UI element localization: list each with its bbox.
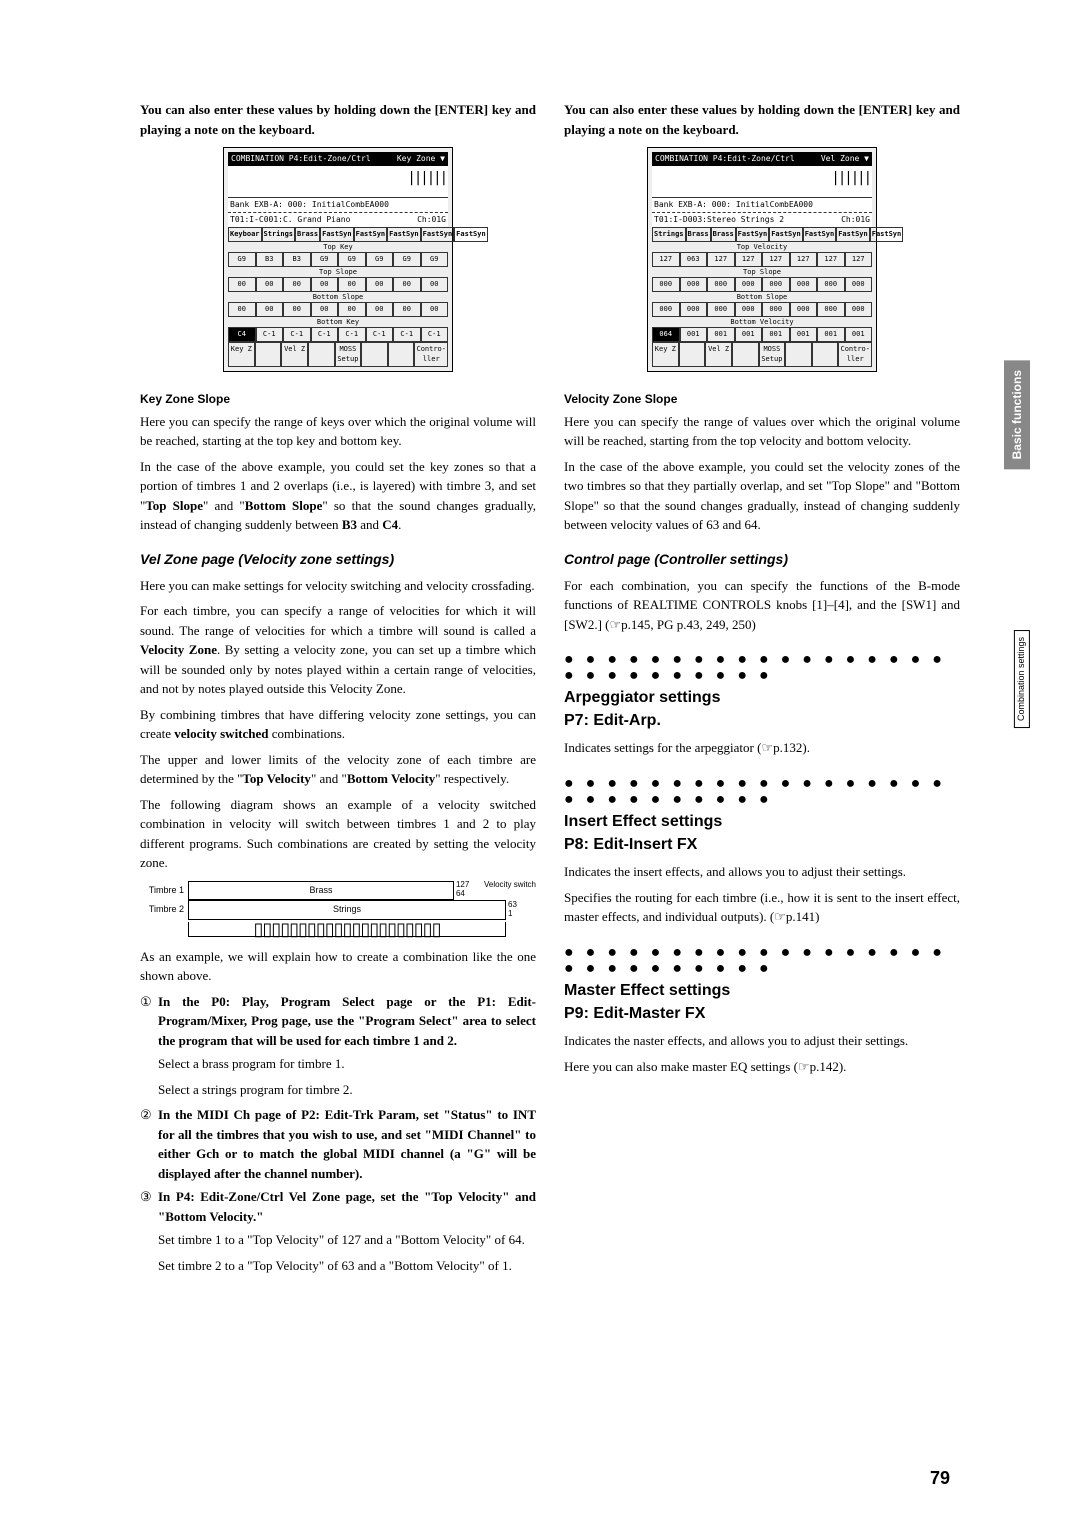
velocity-switch-diagram: Timbre 1 Brass 12764 Velocity switch Tim… (140, 881, 536, 937)
vel-zone-page-heading: Vel Zone page (Velocity zone settings) (140, 549, 536, 570)
mfx-p1: Indicates the naster effects, and allows… (564, 1031, 960, 1051)
arpeggiator-heading-b: P7: Edit-Arp. (564, 711, 960, 730)
key-zone-slope-heading: Key Zone Slope (140, 390, 536, 408)
vz-p3: By combining timbres that have differing… (140, 705, 536, 744)
ifx-p2: Specifies the routing for each timbre (i… (564, 888, 960, 927)
divider-dots-3: ● ● ● ● ● ● ● ● ● ● ● ● ● ● ● ● ● ● ● ● … (564, 945, 960, 977)
step-1: ① In the P0: Play, Program Select page o… (140, 992, 536, 1051)
vz-p5: The following diagram shows an example o… (140, 795, 536, 873)
vz-p6: As an example, we will explain how to cr… (140, 947, 536, 986)
insert-fx-heading-b: P8: Edit-Insert FX (564, 835, 960, 854)
vz-p1: Here you can make settings for velocity … (140, 576, 536, 596)
right-column: You can also enter these values by holdi… (564, 100, 960, 1281)
side-tab-basic-functions: Basic functions (1004, 360, 1030, 469)
arp-p: Indicates settings for the arpeggiator (… (564, 738, 960, 758)
insert-fx-heading-a: Insert Effect settings (564, 812, 960, 831)
divider-dots-1: ● ● ● ● ● ● ● ● ● ● ● ● ● ● ● ● ● ● ● ● … (564, 652, 960, 684)
two-column-layout: You can also enter these values by holdi… (140, 100, 960, 1281)
control-page-heading: Control page (Controller settings) (564, 549, 960, 570)
kzs-p2: In the case of the above example, you co… (140, 457, 536, 535)
ss-bank: Bank EXB-A: 000: InitialCombEA000 (228, 198, 448, 212)
cp-p1: For each combination, you can specify th… (564, 576, 960, 635)
vel-zone-slope-heading: Velocity Zone Slope (564, 390, 960, 408)
keyboard-icon: ▯▯▯▯▯▯▯▯▯▯▯▯▯▯▯▯▯▯▯▯▯ (188, 922, 506, 937)
page-number: 79 (930, 1465, 950, 1492)
ss-title-r: Key Zone ▼ (397, 153, 445, 165)
right-intro: You can also enter these values by holdi… (564, 100, 960, 139)
step3-sub1: Set timbre 1 to a "Top Velocity" of 127 … (158, 1230, 536, 1250)
master-fx-heading-b: P9: Edit-Master FX (564, 1004, 960, 1023)
step-3: ③ In P4: Edit-Zone/Ctrl Vel Zone page, s… (140, 1187, 536, 1226)
vzs-p1: Here you can specify the range of values… (564, 412, 960, 451)
ss-timbre: T01:I-C001:C. Grand Piano (230, 214, 350, 226)
arpeggiator-heading-a: Arpeggiator settings (564, 688, 960, 707)
step3-sub2: Set timbre 2 to a "Top Velocity" of 63 a… (158, 1256, 536, 1276)
step1-sub1: Select a brass program for timbre 1. (158, 1054, 536, 1074)
left-intro: You can also enter these values by holdi… (140, 100, 536, 139)
key-zone-screenshot: COMBINATION P4:Edit-Zone/CtrlKey Zone ▼ … (223, 147, 453, 372)
vel-zone-screenshot: COMBINATION P4:Edit-Zone/CtrlVel Zone ▼ … (647, 147, 877, 372)
left-column: You can also enter these values by holdi… (140, 100, 536, 1281)
kzs-p1: Here you can specify the range of keys o… (140, 412, 536, 451)
divider-dots-2: ● ● ● ● ● ● ● ● ● ● ● ● ● ● ● ● ● ● ● ● … (564, 776, 960, 808)
ss-ch: Ch:01G (417, 214, 446, 226)
side-tab-combination-settings: Combination settings (1014, 630, 1030, 728)
step-2: ② In the MIDI Ch page of P2: Edit-Trk Pa… (140, 1105, 536, 1183)
vz-p2: For each timbre, you can specify a range… (140, 601, 536, 699)
master-fx-heading-a: Master Effect settings (564, 981, 960, 1000)
ss-title-l: COMBINATION P4:Edit-Zone/Ctrl (231, 153, 371, 165)
ifx-p1: Indicates the insert effects, and allows… (564, 862, 960, 882)
vz-p4: The upper and lower limits of the veloci… (140, 750, 536, 789)
mfx-p2: Here you can also make master EQ setting… (564, 1057, 960, 1077)
vzs-p2: In the case of the above example, you co… (564, 457, 960, 535)
step1-sub2: Select a strings program for timbre 2. (158, 1080, 536, 1100)
